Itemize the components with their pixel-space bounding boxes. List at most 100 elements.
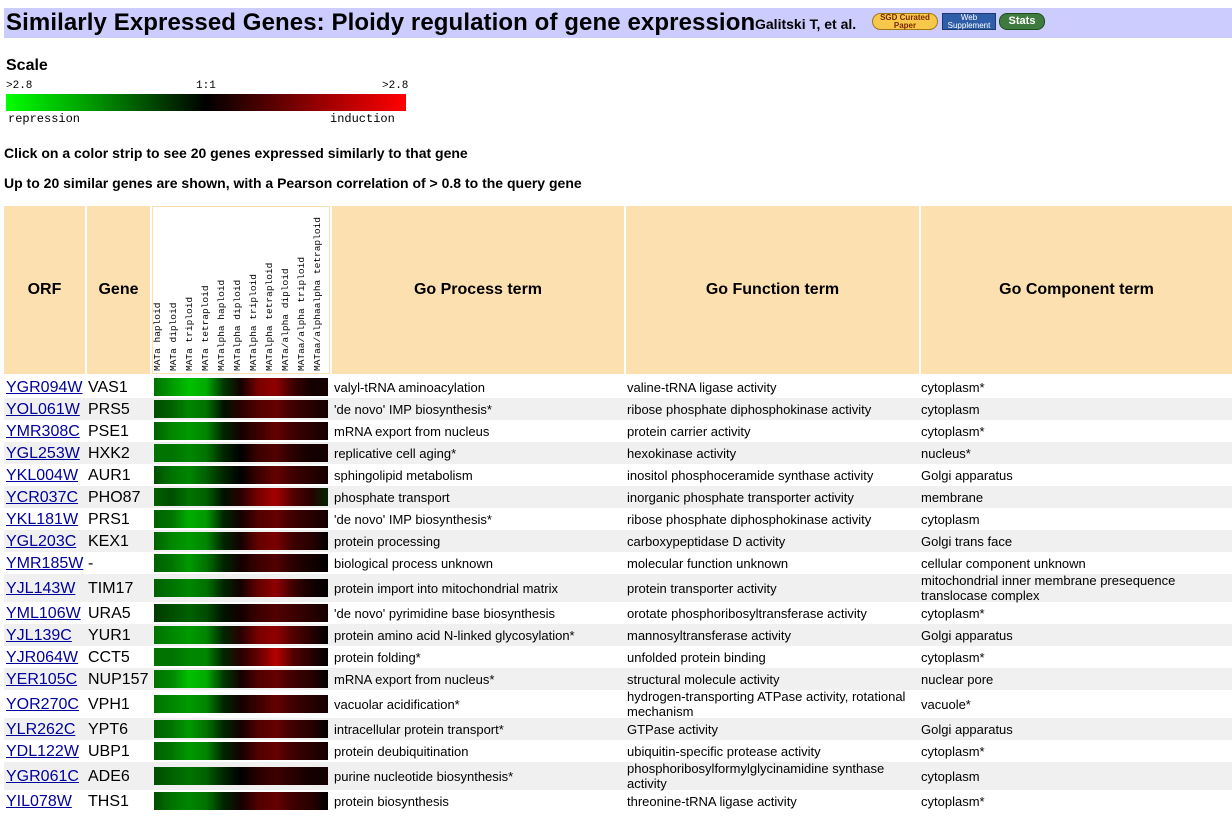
expression-color-strip[interactable] bbox=[154, 670, 328, 688]
scale-mid-value: 1:1 bbox=[196, 80, 216, 92]
expression-color-strip[interactable] bbox=[154, 554, 328, 572]
orf-link[interactable]: YMR308C bbox=[6, 422, 80, 440]
column-header-conditions: MATa haploid MATa diploid MATa triploid MAT… bbox=[152, 206, 330, 374]
gene-name: PSE1 bbox=[88, 422, 129, 440]
go-function-term: valine-tRNA ligase activity bbox=[627, 379, 777, 395]
go-component-term: cytoplasm* bbox=[921, 605, 985, 621]
table-row: YER105C NUP157 mRNA export from nucleus* st… bbox=[4, 668, 1232, 690]
orf-link[interactable]: YOL061W bbox=[6, 400, 80, 418]
orf-link[interactable]: YER105C bbox=[6, 670, 78, 688]
condition-label: MATalpha diploid bbox=[232, 279, 243, 371]
stats-label: Stats bbox=[1008, 15, 1036, 27]
orf-link[interactable]: YJL143W bbox=[6, 579, 76, 597]
go-component-term: cytoplasm* bbox=[921, 793, 985, 809]
go-function-term: ribose phosphate diphosphokinase activit… bbox=[627, 401, 872, 417]
go-component-term: Golgi trans face bbox=[921, 533, 1013, 549]
scale-right-value: >2.8 bbox=[382, 80, 409, 92]
web-supplement-button[interactable]: Web Supplement bbox=[942, 13, 996, 30]
orf-link[interactable]: YKL181W bbox=[6, 510, 79, 528]
scale-induction-label: induction bbox=[330, 112, 395, 126]
table-row: YML106W URA5 'de novo' pyrimidine base bio… bbox=[4, 602, 1232, 624]
go-function-term: ribose phosphate diphosphokinase activit… bbox=[627, 511, 872, 527]
scale-heading: Scale bbox=[6, 57, 48, 74]
gene-name: PRS5 bbox=[88, 400, 130, 418]
go-function-term: inorganic phosphate transporter activity bbox=[627, 489, 854, 505]
expression-color-strip[interactable] bbox=[154, 695, 328, 713]
color-strip-cell bbox=[154, 646, 330, 668]
orf-link[interactable]: YGR061C bbox=[6, 767, 79, 785]
sgd-curated-paper-label: SGD Curated Paper bbox=[880, 13, 930, 30]
column-header-go-component: Go Component term bbox=[921, 206, 1232, 374]
condition-label: MATalpha tetraploid bbox=[264, 262, 275, 371]
go-function-term: protein carrier activity bbox=[627, 423, 751, 439]
expression-color-strip[interactable] bbox=[154, 422, 328, 440]
orf-link[interactable]: YOR270C bbox=[6, 695, 79, 713]
orf-link[interactable]: YJR064W bbox=[6, 648, 79, 666]
column-header-gene: Gene bbox=[87, 206, 150, 374]
expression-color-strip[interactable] bbox=[154, 742, 328, 760]
orf-cell: YCR037C bbox=[4, 486, 85, 508]
orf-link[interactable]: YMR185W bbox=[6, 554, 84, 572]
table-row: YJL143W TIM17 protein import into mitochon… bbox=[4, 573, 1232, 603]
go-component-term: membrane bbox=[921, 489, 984, 505]
stats-button[interactable]: Stats bbox=[999, 13, 1045, 30]
orf-cell: YDL122W bbox=[4, 740, 85, 762]
expression-color-strip[interactable] bbox=[154, 378, 328, 396]
orf-link[interactable]: YGL203C bbox=[6, 532, 77, 550]
orf-link[interactable]: YGL253W bbox=[6, 444, 80, 462]
go-component-term: cytoplasm* bbox=[921, 379, 985, 395]
gene-name: KEX1 bbox=[88, 532, 129, 550]
go-component-term: cytoplasm bbox=[921, 511, 980, 527]
orf-cell: YKL181W bbox=[4, 508, 85, 530]
expression-color-strip[interactable] bbox=[154, 720, 328, 738]
expression-color-strip[interactable] bbox=[154, 626, 328, 644]
go-component-term: cytoplasm bbox=[921, 768, 980, 784]
orf-link[interactable]: YCR037C bbox=[6, 488, 79, 506]
sgd-curated-paper-button[interactable]: SGD Curated Paper bbox=[872, 13, 938, 30]
color-strip-cell bbox=[154, 602, 330, 624]
expression-color-strip[interactable] bbox=[154, 532, 328, 550]
color-strip-cell bbox=[154, 508, 330, 530]
gene-name: - bbox=[88, 554, 94, 572]
condition-label: MATalpha haploid bbox=[216, 279, 227, 371]
orf-link[interactable]: YDL122W bbox=[6, 742, 79, 760]
go-function-term: unfolded protein binding bbox=[627, 649, 766, 665]
orf-link[interactable]: YKL004W bbox=[6, 466, 79, 484]
go-function-term: inositol phosphoceramide synthase activi… bbox=[627, 467, 874, 483]
orf-link[interactable]: YML106W bbox=[6, 604, 81, 622]
expression-color-strip[interactable] bbox=[154, 400, 328, 418]
orf-link[interactable]: YJL139C bbox=[6, 626, 72, 644]
go-component-term: cytoplasm* bbox=[921, 743, 985, 759]
go-component-term: nucleus* bbox=[921, 445, 971, 461]
go-process-term: intracellular protein transport* bbox=[334, 721, 504, 737]
go-process-term: phosphate transport bbox=[334, 489, 450, 505]
table-row: YGR061C ADE6 purine nucleotide biosynthesi… bbox=[4, 761, 1232, 791]
expression-color-strip[interactable] bbox=[154, 604, 328, 622]
orf-cell: YGR094W bbox=[4, 376, 85, 398]
condition-label: MATa haploid bbox=[152, 302, 163, 371]
table-row: YDL122W UBP1 protein deubiquitination ubiqu… bbox=[4, 740, 1232, 762]
table-row: YIL078W THS1 protein biosynthesis threonine… bbox=[4, 790, 1232, 812]
column-header-go-process: Go Process term bbox=[332, 206, 624, 374]
expression-color-strip[interactable] bbox=[154, 488, 328, 506]
orf-link[interactable]: YIL078W bbox=[6, 792, 72, 810]
go-component-term: cytoplasm* bbox=[921, 649, 985, 665]
expression-color-strip[interactable] bbox=[154, 579, 328, 597]
orf-link[interactable]: YGR094W bbox=[6, 378, 83, 396]
table-row: YGL203C KEX1 protein processing carboxypept… bbox=[4, 530, 1232, 552]
expression-color-strip[interactable] bbox=[154, 792, 328, 810]
expression-color-strip[interactable] bbox=[154, 444, 328, 462]
go-component-term: cytoplasm bbox=[921, 401, 980, 417]
instruction-text: Click on a color strip to see 20 genes e… bbox=[4, 145, 468, 161]
go-function-term: carboxypeptidase D activity bbox=[627, 533, 786, 549]
expression-color-strip[interactable] bbox=[154, 767, 328, 785]
go-function-term: threonine-tRNA ligase activity bbox=[627, 793, 797, 809]
orf-link[interactable]: YLR262C bbox=[6, 720, 76, 738]
expression-color-strip[interactable] bbox=[154, 466, 328, 484]
go-process-term: 'de novo' IMP biosynthesis* bbox=[334, 401, 492, 417]
orf-cell: YGR061C bbox=[4, 762, 85, 790]
expression-color-strip[interactable] bbox=[154, 648, 328, 666]
table-row: YJR064W CCT5 protein folding* unfolded prot… bbox=[4, 646, 1232, 668]
go-process-term: sphingolipid metabolism bbox=[334, 467, 473, 483]
expression-color-strip[interactable] bbox=[154, 510, 328, 528]
